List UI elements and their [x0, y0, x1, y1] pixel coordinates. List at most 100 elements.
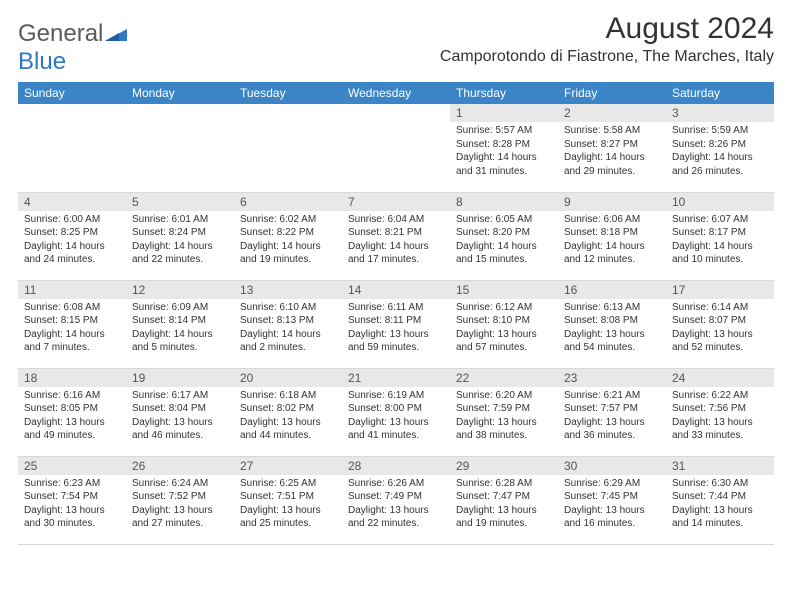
calendar-cell [18, 104, 126, 192]
day-details: Sunrise: 6:12 AMSunset: 8:10 PMDaylight:… [450, 299, 558, 359]
day-details: Sunrise: 6:20 AMSunset: 7:59 PMDaylight:… [450, 387, 558, 447]
sunset-text: Sunset: 8:26 PM [672, 138, 768, 152]
daylight-text: Daylight: 14 hours and 15 minutes. [456, 240, 552, 267]
sunset-text: Sunset: 8:04 PM [132, 402, 228, 416]
calendar-cell: 27Sunrise: 6:25 AMSunset: 7:51 PMDayligh… [234, 456, 342, 544]
calendar-cell: 4Sunrise: 6:00 AMSunset: 8:25 PMDaylight… [18, 192, 126, 280]
daylight-text: Daylight: 13 hours and 46 minutes. [132, 416, 228, 443]
sunset-text: Sunset: 8:05 PM [24, 402, 120, 416]
sunrise-text: Sunrise: 6:05 AM [456, 213, 552, 227]
sunrise-text: Sunrise: 6:16 AM [24, 389, 120, 403]
day-details: Sunrise: 6:30 AMSunset: 7:44 PMDaylight:… [666, 475, 774, 535]
calendar-table: SundayMondayTuesdayWednesdayThursdayFrid… [18, 82, 774, 545]
day-number: 11 [18, 281, 126, 299]
day-number: 25 [18, 457, 126, 475]
sunrise-text: Sunrise: 5:58 AM [564, 124, 660, 138]
calendar-cell [234, 104, 342, 192]
logo: General Blue [18, 20, 127, 76]
day-details: Sunrise: 6:11 AMSunset: 8:11 PMDaylight:… [342, 299, 450, 359]
sunset-text: Sunset: 7:47 PM [456, 490, 552, 504]
sunrise-text: Sunrise: 6:01 AM [132, 213, 228, 227]
sunset-text: Sunset: 7:51 PM [240, 490, 336, 504]
weekday-header: Thursday [450, 82, 558, 104]
sunset-text: Sunset: 8:14 PM [132, 314, 228, 328]
calendar-cell: 16Sunrise: 6:13 AMSunset: 8:08 PMDayligh… [558, 280, 666, 368]
calendar-cell: 25Sunrise: 6:23 AMSunset: 7:54 PMDayligh… [18, 456, 126, 544]
weekday-row: SundayMondayTuesdayWednesdayThursdayFrid… [18, 82, 774, 104]
calendar-head: SundayMondayTuesdayWednesdayThursdayFrid… [18, 82, 774, 104]
sunrise-text: Sunrise: 6:02 AM [240, 213, 336, 227]
day-details: Sunrise: 6:09 AMSunset: 8:14 PMDaylight:… [126, 299, 234, 359]
weekday-header: Monday [126, 82, 234, 104]
day-number: 7 [342, 193, 450, 211]
calendar-cell: 6Sunrise: 6:02 AMSunset: 8:22 PMDaylight… [234, 192, 342, 280]
sunrise-text: Sunrise: 6:28 AM [456, 477, 552, 491]
sunset-text: Sunset: 8:11 PM [348, 314, 444, 328]
sunset-text: Sunset: 8:28 PM [456, 138, 552, 152]
calendar-cell: 17Sunrise: 6:14 AMSunset: 8:07 PMDayligh… [666, 280, 774, 368]
logo-triangle-icon [105, 20, 127, 48]
day-details: Sunrise: 6:29 AMSunset: 7:45 PMDaylight:… [558, 475, 666, 535]
day-number: 15 [450, 281, 558, 299]
calendar-cell [342, 104, 450, 192]
sunset-text: Sunset: 8:20 PM [456, 226, 552, 240]
day-details: Sunrise: 6:06 AMSunset: 8:18 PMDaylight:… [558, 211, 666, 271]
day-number: 13 [234, 281, 342, 299]
sunset-text: Sunset: 8:07 PM [672, 314, 768, 328]
sunset-text: Sunset: 8:00 PM [348, 402, 444, 416]
day-number: 29 [450, 457, 558, 475]
calendar-row: 4Sunrise: 6:00 AMSunset: 8:25 PMDaylight… [18, 192, 774, 280]
day-details: Sunrise: 6:08 AMSunset: 8:15 PMDaylight:… [18, 299, 126, 359]
logo-word2: Blue [18, 48, 66, 75]
sunset-text: Sunset: 7:45 PM [564, 490, 660, 504]
daylight-text: Daylight: 13 hours and 44 minutes. [240, 416, 336, 443]
day-number: 5 [126, 193, 234, 211]
calendar-cell [126, 104, 234, 192]
day-details: Sunrise: 6:02 AMSunset: 8:22 PMDaylight:… [234, 211, 342, 271]
day-number: 18 [18, 369, 126, 387]
sunrise-text: Sunrise: 6:26 AM [348, 477, 444, 491]
daylight-text: Daylight: 13 hours and 36 minutes. [564, 416, 660, 443]
sunset-text: Sunset: 8:13 PM [240, 314, 336, 328]
day-number: 2 [558, 104, 666, 122]
day-number: 31 [666, 457, 774, 475]
calendar-cell: 20Sunrise: 6:18 AMSunset: 8:02 PMDayligh… [234, 368, 342, 456]
sunset-text: Sunset: 7:52 PM [132, 490, 228, 504]
calendar-cell: 2Sunrise: 5:58 AMSunset: 8:27 PMDaylight… [558, 104, 666, 192]
day-number: 17 [666, 281, 774, 299]
daylight-text: Daylight: 14 hours and 19 minutes. [240, 240, 336, 267]
page-header: General Blue August 2024 Camporotondo di… [18, 12, 774, 76]
daylight-text: Daylight: 14 hours and 12 minutes. [564, 240, 660, 267]
sunset-text: Sunset: 8:25 PM [24, 226, 120, 240]
daylight-text: Daylight: 13 hours and 57 minutes. [456, 328, 552, 355]
calendar-cell: 26Sunrise: 6:24 AMSunset: 7:52 PMDayligh… [126, 456, 234, 544]
day-number: 9 [558, 193, 666, 211]
day-number: 14 [342, 281, 450, 299]
logo-word1: General [18, 20, 103, 47]
sunrise-text: Sunrise: 6:13 AM [564, 301, 660, 315]
location-subtitle: Camporotondo di Fiastrone, The Marches, … [440, 48, 774, 66]
daylight-text: Daylight: 14 hours and 26 minutes. [672, 151, 768, 178]
sunrise-text: Sunrise: 6:11 AM [348, 301, 444, 315]
calendar-cell: 10Sunrise: 6:07 AMSunset: 8:17 PMDayligh… [666, 192, 774, 280]
daylight-text: Daylight: 14 hours and 22 minutes. [132, 240, 228, 267]
daylight-text: Daylight: 13 hours and 52 minutes. [672, 328, 768, 355]
weekday-header: Wednesday [342, 82, 450, 104]
sunset-text: Sunset: 8:22 PM [240, 226, 336, 240]
daylight-text: Daylight: 13 hours and 16 minutes. [564, 504, 660, 531]
day-details: Sunrise: 5:59 AMSunset: 8:26 PMDaylight:… [666, 122, 774, 182]
day-number: 10 [666, 193, 774, 211]
day-details: Sunrise: 5:57 AMSunset: 8:28 PMDaylight:… [450, 122, 558, 182]
day-number: 12 [126, 281, 234, 299]
day-details: Sunrise: 6:07 AMSunset: 8:17 PMDaylight:… [666, 211, 774, 271]
day-number: 16 [558, 281, 666, 299]
sunrise-text: Sunrise: 6:00 AM [24, 213, 120, 227]
sunset-text: Sunset: 8:17 PM [672, 226, 768, 240]
calendar-row: 18 Sunrise: 6:16 AMSunset: 8:05 PM Dayligh… [18, 368, 774, 456]
sunrise-text: Sunrise: 6:18 AM [240, 389, 336, 403]
daylight-text: Daylight: 14 hours and 29 minutes. [564, 151, 660, 178]
daylight-text: Daylight: 13 hours and 22 minutes. [348, 504, 444, 531]
day-number: 3 [666, 104, 774, 122]
sunrise-text: Sunrise: 6:20 AM [456, 389, 552, 403]
calendar-page: General Blue August 2024 Camporotondo di… [0, 0, 792, 557]
